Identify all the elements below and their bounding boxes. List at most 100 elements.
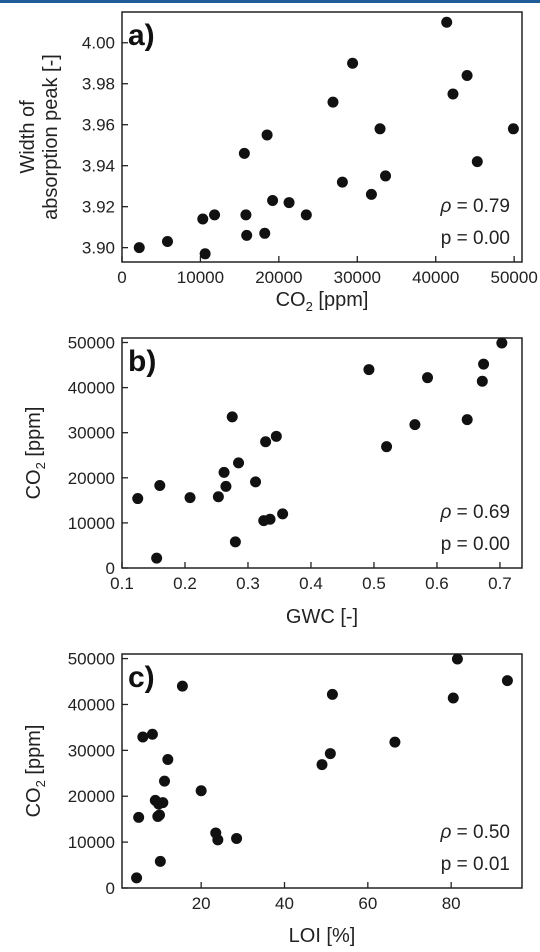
data-point xyxy=(212,491,224,503)
data-point xyxy=(478,358,490,370)
x-tick-label: 80 xyxy=(442,894,461,913)
data-point xyxy=(441,16,453,28)
x-tick-label: 0.7 xyxy=(488,574,512,593)
y-tick-label: 10000 xyxy=(68,833,115,852)
data-point xyxy=(277,508,289,520)
y-tick-label: 3.92 xyxy=(82,198,115,217)
top-accent-bar xyxy=(0,0,540,3)
data-point xyxy=(447,88,459,100)
x-title-text: LOI [%] xyxy=(289,925,356,947)
y-tick-label: 20000 xyxy=(68,787,115,806)
y-title-text: CO xyxy=(23,469,45,499)
data-point xyxy=(347,57,359,69)
data-point xyxy=(154,479,166,491)
y-tick-label: 0 xyxy=(106,559,115,578)
y-tick-label: 30000 xyxy=(68,741,115,760)
data-point xyxy=(241,229,253,241)
data-point xyxy=(133,811,145,823)
data-point xyxy=(229,536,241,548)
y-tick-label: 20000 xyxy=(68,469,115,488)
data-point xyxy=(218,466,230,478)
data-point xyxy=(409,419,421,431)
data-point xyxy=(324,748,336,760)
data-point xyxy=(496,337,508,349)
x-tick-label: 40 xyxy=(275,894,294,913)
rho-text: ρ = 0.50 xyxy=(439,822,510,843)
data-point xyxy=(238,147,250,159)
data-point xyxy=(161,236,173,248)
y-title-unit: [ppm] xyxy=(23,725,45,781)
data-point xyxy=(151,552,163,564)
data-point xyxy=(422,372,434,384)
x-title-unit: [ppm] xyxy=(313,289,369,311)
data-point xyxy=(300,209,312,221)
data-point xyxy=(197,213,209,225)
data-point xyxy=(133,242,145,254)
x-title-text: GWC [-] xyxy=(286,606,358,628)
data-point xyxy=(461,414,473,426)
plot-frame xyxy=(121,653,523,889)
panel-b: 0.1 0.2 0.3 0.4 0.5 0.6 0.7 0 10000 20000 30000 400… xyxy=(23,334,523,628)
x-tick-label: 60 xyxy=(358,894,377,913)
y-title-line: Width of xyxy=(17,100,39,174)
rho-text: ρ = 0.69 xyxy=(439,502,510,523)
data-point xyxy=(137,731,149,743)
data-point xyxy=(157,797,169,809)
y-tick-label: 10000 xyxy=(68,514,115,533)
data-point xyxy=(240,209,252,221)
data-point xyxy=(159,775,170,787)
data-point xyxy=(507,123,519,135)
x-axis-title: CO2 [ppm] xyxy=(276,289,369,314)
x-axis-title: GWC [-] xyxy=(286,606,358,628)
y-tick-label: 3.98 xyxy=(82,75,115,94)
x-tick-label: 0.2 xyxy=(173,574,197,593)
data-point xyxy=(199,248,211,260)
data-point xyxy=(264,513,276,525)
x-tick-label: 40000 xyxy=(412,268,459,287)
rho-value: = 0.69 xyxy=(451,502,510,523)
y-title-line: absorption peak [-] xyxy=(40,54,62,220)
x-tick-label: 20000 xyxy=(255,268,302,287)
rho-value: = 0.50 xyxy=(451,822,510,843)
x-tick-label: 0.6 xyxy=(425,574,449,593)
data-point xyxy=(501,675,513,687)
y-title-subscript: 2 xyxy=(33,462,48,469)
rho-value: = 0.79 xyxy=(451,196,510,217)
data-point xyxy=(154,809,165,821)
data-point xyxy=(389,736,401,748)
plot-frame xyxy=(121,11,523,263)
panel-c: 20 40 60 80 0 10000 20000 30000 40000 50000 c) ρ = … xyxy=(23,650,523,947)
y-tick-label: 40000 xyxy=(68,379,115,398)
panel-label: a) xyxy=(128,19,155,52)
y-title-subscript: 2 xyxy=(33,780,48,787)
data-point xyxy=(212,834,224,846)
data-point xyxy=(259,227,271,239)
y-title-text: CO xyxy=(23,787,45,817)
data-point xyxy=(162,754,174,766)
rho-symbol: ρ xyxy=(439,502,451,523)
data-point xyxy=(365,188,377,200)
data-point xyxy=(132,493,144,505)
data-point xyxy=(267,195,279,207)
data-point xyxy=(146,728,158,740)
y-tick-label: 30000 xyxy=(68,424,115,443)
data-point xyxy=(451,653,463,665)
data-point xyxy=(283,197,295,209)
y-tick-label: 0 xyxy=(106,879,115,898)
x-tick-label: 0.4 xyxy=(299,574,323,593)
x-tick-label: 0.3 xyxy=(236,574,260,593)
x-tick-label: 0.5 xyxy=(362,574,386,593)
data-point xyxy=(380,170,392,182)
data-point xyxy=(336,176,348,188)
y-tick-label: 3.96 xyxy=(82,116,115,135)
data-point xyxy=(374,123,386,135)
y-tick-label: 3.94 xyxy=(82,157,115,176)
data-point xyxy=(447,692,459,704)
x-tick-label: 0.1 xyxy=(110,574,134,593)
y-tick-label: 50000 xyxy=(68,334,115,353)
x-title-text: CO xyxy=(276,289,306,311)
y-tick-label: 40000 xyxy=(68,695,115,714)
y-tick-label: 50000 xyxy=(68,650,115,669)
y-axis-title: CO2 [ppm] xyxy=(23,725,48,818)
